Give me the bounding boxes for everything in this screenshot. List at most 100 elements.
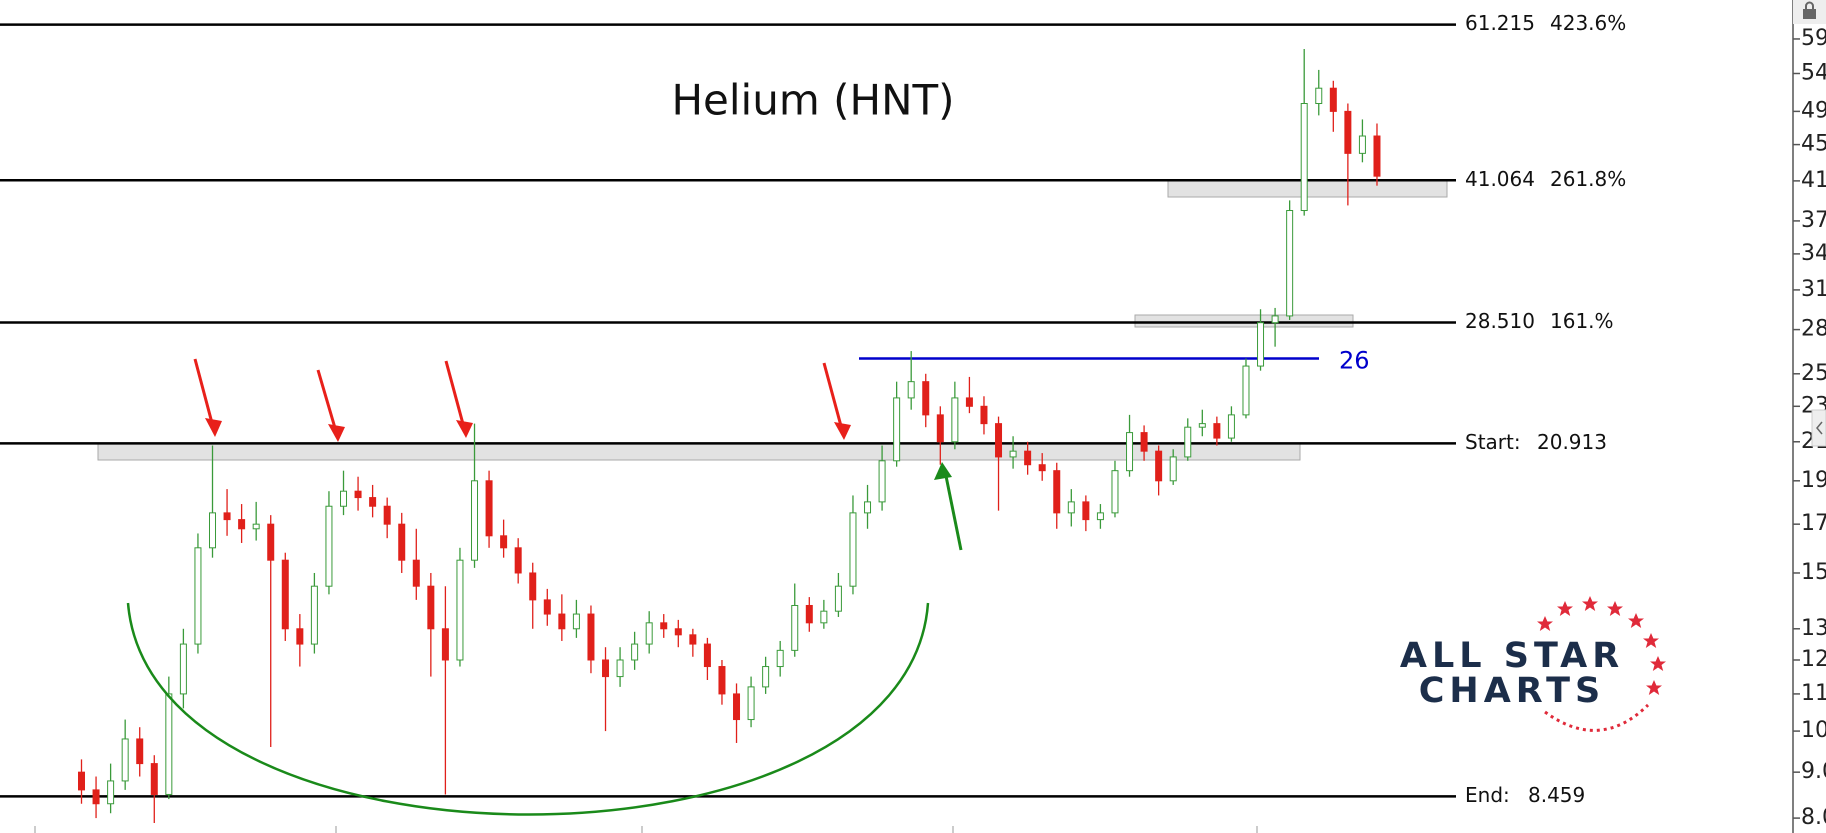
candle-body bbox=[1227, 414, 1235, 439]
candle-body bbox=[893, 397, 901, 462]
candle-body bbox=[1344, 110, 1352, 154]
resistance-label: 26 bbox=[1339, 346, 1370, 374]
candle-body bbox=[514, 547, 522, 574]
level-ratio: 161.% bbox=[1550, 309, 1614, 333]
star bbox=[1650, 656, 1666, 671]
support-zones bbox=[97, 179, 1448, 461]
candle-body bbox=[441, 628, 449, 661]
candle-body bbox=[733, 693, 741, 721]
y-tick-label: 19.00 bbox=[1801, 468, 1826, 493]
y-tick-label: 41.00 bbox=[1801, 168, 1826, 193]
candle-body bbox=[1082, 501, 1090, 521]
candle-body bbox=[121, 738, 129, 782]
cup-arc bbox=[126, 602, 930, 816]
candle-body bbox=[980, 405, 988, 425]
arrow-head bbox=[934, 462, 952, 480]
lock-shackle bbox=[1805, 1, 1814, 9]
candle-body bbox=[951, 397, 959, 443]
y-axis: 8.00 9.00 10.00 11.00 12.00 13.00 15.00 17.00 19… bbox=[1792, 0, 1826, 833]
candle-body bbox=[849, 512, 857, 587]
candle-body bbox=[1169, 456, 1177, 482]
x-axis-ticks bbox=[34, 826, 1258, 833]
arrow bbox=[193, 358, 214, 424]
y-tick-label: 13.00 bbox=[1801, 616, 1826, 641]
level-ratio: 423.6% bbox=[1550, 11, 1626, 35]
candle-body bbox=[1329, 87, 1337, 112]
candle-body bbox=[689, 634, 697, 645]
arrow-head bbox=[328, 424, 345, 442]
y-tick-label: 15.00 bbox=[1801, 560, 1826, 585]
candle-body bbox=[543, 599, 551, 615]
candle-body bbox=[1096, 512, 1104, 521]
candle-body bbox=[354, 490, 362, 499]
candle-body bbox=[805, 604, 813, 624]
candle-body bbox=[747, 686, 755, 721]
level-ratio: 261.8% bbox=[1550, 167, 1626, 191]
candle-body bbox=[1038, 464, 1046, 472]
candle-body bbox=[150, 763, 158, 795]
candle-body bbox=[1024, 450, 1032, 466]
level-value: 61.215 bbox=[1465, 11, 1535, 35]
arrow-head bbox=[456, 420, 473, 438]
candle-body bbox=[1242, 365, 1250, 416]
level-value: 20.913 bbox=[1537, 430, 1607, 454]
star bbox=[1643, 633, 1659, 648]
candle-body bbox=[572, 613, 580, 630]
star bbox=[1646, 680, 1662, 695]
candle-body bbox=[1053, 470, 1061, 514]
y-tick-label: 59.00 bbox=[1801, 26, 1826, 51]
candle-body bbox=[703, 643, 711, 668]
lock-icon bbox=[1803, 9, 1816, 19]
candle-body bbox=[1111, 470, 1119, 514]
y-tick-label: 31.00 bbox=[1801, 277, 1826, 302]
candle-body bbox=[1358, 135, 1366, 154]
candle-body bbox=[398, 523, 406, 561]
candle-body bbox=[834, 585, 842, 612]
candle-body bbox=[936, 414, 944, 443]
star bbox=[1537, 616, 1553, 631]
candle-body bbox=[107, 780, 115, 805]
y-tick-label: 28.00 bbox=[1801, 317, 1826, 342]
y-tick-label: 37.00 bbox=[1801, 208, 1826, 233]
candle-body bbox=[529, 572, 537, 601]
candle-body bbox=[252, 523, 260, 530]
arrow bbox=[444, 360, 465, 425]
candle-body bbox=[718, 666, 726, 695]
logo-line: CHARTS bbox=[1419, 671, 1606, 711]
candle-body bbox=[602, 659, 610, 678]
candle-body bbox=[1286, 210, 1294, 317]
candle-body bbox=[587, 613, 595, 661]
candles bbox=[78, 49, 1381, 824]
candle-body bbox=[1300, 103, 1308, 212]
candle-body bbox=[1140, 432, 1148, 452]
candle-body bbox=[1184, 426, 1192, 458]
candle-body bbox=[456, 559, 464, 661]
logo: ALL STAR CHARTS bbox=[1400, 596, 1666, 732]
candle-body bbox=[1315, 87, 1323, 105]
candle-body bbox=[209, 512, 217, 549]
y-tick-label: 25.00 bbox=[1801, 361, 1826, 386]
candle-body bbox=[660, 622, 668, 630]
candle-body bbox=[878, 460, 886, 503]
y-tick-label: 17.00 bbox=[1801, 511, 1826, 536]
candle-body bbox=[165, 693, 173, 795]
levels: 61.215 423.6% 41.064 261.8% 28.510 161.% Start… bbox=[0, 11, 1626, 807]
star-arc bbox=[1544, 703, 1650, 732]
candle-body bbox=[194, 547, 202, 645]
candle-body bbox=[296, 628, 304, 645]
candle-body bbox=[791, 604, 799, 651]
candle-body bbox=[500, 535, 508, 549]
candle-body bbox=[92, 789, 100, 805]
candle-body bbox=[383, 505, 391, 525]
candle-body bbox=[325, 505, 333, 587]
candle-body bbox=[1271, 315, 1279, 324]
candle-body bbox=[674, 628, 682, 636]
zone bbox=[1134, 314, 1354, 328]
y-tick-label: 12.00 bbox=[1801, 647, 1826, 672]
candle-body bbox=[776, 649, 784, 668]
candle-body bbox=[1373, 135, 1381, 177]
candle-body bbox=[485, 480, 493, 537]
side-tab bbox=[1811, 409, 1826, 447]
arrow-head bbox=[834, 422, 851, 440]
